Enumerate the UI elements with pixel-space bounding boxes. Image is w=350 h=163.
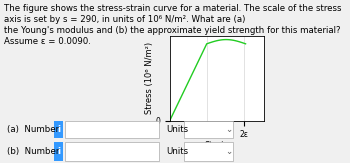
Text: ⌄: ⌄	[226, 147, 233, 156]
Y-axis label: Stress (10⁶ N/m²): Stress (10⁶ N/m²)	[145, 42, 154, 114]
Text: Units: Units	[166, 147, 188, 156]
FancyBboxPatch shape	[184, 121, 233, 138]
FancyBboxPatch shape	[54, 121, 63, 138]
Text: The figure shows the stress-strain curve for a material. The scale of the stress: The figure shows the stress-strain curve…	[4, 4, 341, 46]
Text: (b)  Number: (b) Number	[7, 147, 60, 156]
FancyBboxPatch shape	[65, 142, 159, 161]
Text: i: i	[57, 125, 60, 134]
Text: ⌄: ⌄	[226, 125, 233, 134]
X-axis label: Strain: Strain	[204, 141, 230, 150]
Text: i: i	[57, 147, 60, 156]
Text: (a)  Number: (a) Number	[7, 125, 59, 134]
FancyBboxPatch shape	[184, 142, 233, 161]
FancyBboxPatch shape	[54, 142, 63, 161]
FancyBboxPatch shape	[65, 121, 159, 138]
Text: Units: Units	[166, 125, 188, 134]
